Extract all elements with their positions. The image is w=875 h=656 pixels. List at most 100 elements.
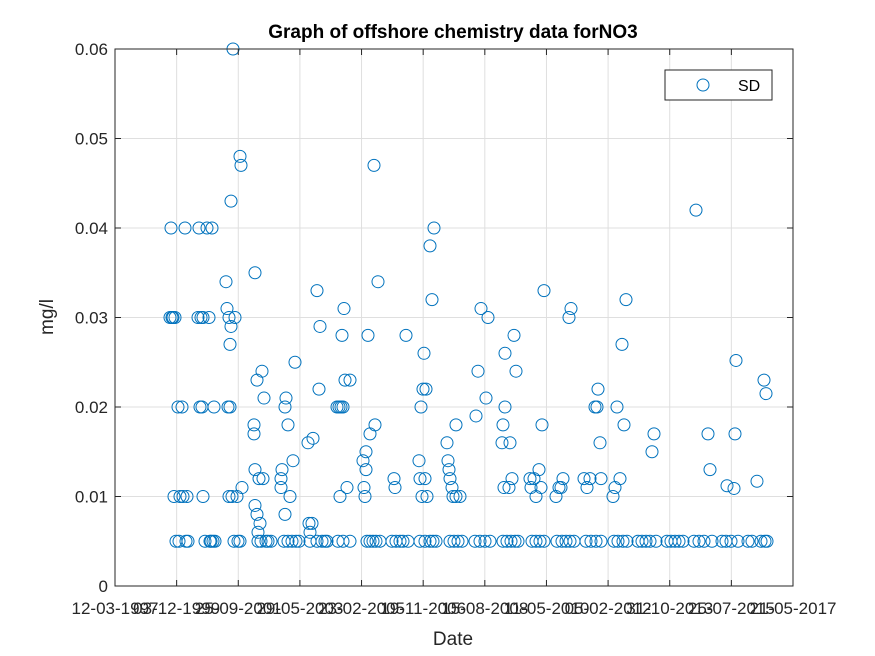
data-point	[252, 472, 266, 486]
data-point	[423, 239, 437, 253]
data-point	[611, 534, 625, 548]
data-point	[233, 534, 247, 548]
data-point	[393, 534, 407, 548]
data-point	[606, 490, 620, 503]
data-point	[591, 382, 605, 396]
legend-box	[664, 69, 773, 101]
data-point	[302, 516, 316, 530]
data-point	[368, 418, 382, 432]
data-point	[613, 472, 627, 486]
data-point	[196, 311, 210, 324]
data-point	[337, 302, 351, 316]
data-point	[668, 534, 682, 548]
data-point	[590, 400, 604, 414]
data-point	[534, 481, 548, 495]
x-tick-label: 23-02-2005	[318, 599, 405, 618]
data-point	[649, 534, 663, 548]
data-point	[523, 472, 537, 486]
data-point	[168, 311, 182, 324]
data-point	[750, 474, 764, 488]
data-point	[577, 472, 591, 486]
data-point	[508, 534, 522, 548]
data-point	[305, 516, 319, 530]
data-point	[731, 534, 745, 548]
legend: SD	[664, 69, 773, 101]
data-point	[497, 481, 511, 495]
data-point	[643, 534, 657, 548]
data-point	[285, 534, 299, 548]
data-point	[473, 534, 487, 548]
data-point	[550, 534, 564, 548]
data-point	[474, 302, 488, 316]
data-point	[335, 328, 349, 342]
x-tick-label: 25-07-2015	[688, 599, 775, 618]
y-tick-label: 0.04	[75, 219, 108, 238]
data-point	[289, 534, 303, 548]
data-point	[340, 481, 354, 495]
data-point	[554, 481, 568, 495]
x-tick-label: 19-11-2006	[380, 599, 466, 618]
data-point	[278, 400, 292, 414]
data-point	[509, 364, 523, 378]
data-point	[191, 311, 205, 324]
data-point	[759, 387, 773, 401]
data-point	[594, 534, 608, 548]
data-point	[469, 409, 483, 423]
data-point	[281, 534, 295, 548]
y-tick-label: 0.02	[75, 398, 108, 417]
data-point	[418, 534, 432, 548]
data-point	[701, 427, 715, 441]
data-point	[274, 481, 288, 495]
data-point	[413, 472, 427, 486]
data-point	[687, 534, 701, 548]
data-point	[200, 221, 214, 235]
data-point	[562, 311, 576, 324]
data-point	[645, 445, 659, 459]
data-point	[228, 311, 242, 324]
y-tick-label: 0	[99, 577, 108, 596]
data-point	[261, 534, 275, 548]
data-point	[180, 490, 194, 503]
data-point	[306, 431, 320, 445]
data-point	[533, 534, 547, 548]
data-point	[449, 490, 463, 503]
data-point	[220, 302, 234, 316]
data-point	[198, 534, 212, 548]
data-point	[697, 534, 711, 548]
data-point	[313, 319, 327, 333]
data-point	[449, 418, 463, 432]
data-point	[172, 534, 186, 548]
data-point	[483, 534, 497, 548]
data-point	[333, 490, 347, 503]
data-point	[181, 534, 195, 548]
data-point	[498, 400, 512, 414]
data-point	[292, 534, 306, 548]
data-point	[278, 507, 292, 521]
data-point	[619, 293, 633, 307]
data-point	[504, 534, 518, 548]
data-point	[248, 266, 262, 280]
data-point	[336, 400, 350, 414]
data-point	[429, 534, 443, 548]
data-point	[171, 400, 185, 414]
data-point	[535, 418, 549, 432]
data-point	[251, 525, 265, 539]
data-point	[248, 498, 262, 512]
data-point	[338, 373, 352, 387]
data-point	[617, 418, 631, 432]
data-point	[303, 525, 317, 539]
data-point	[703, 463, 717, 477]
data-point	[471, 364, 485, 378]
data-point	[415, 490, 429, 503]
data-point	[468, 534, 482, 548]
data-point	[502, 481, 516, 495]
data-point	[357, 481, 371, 495]
data-point	[594, 472, 608, 486]
data-point	[255, 364, 269, 378]
data-point	[715, 534, 729, 548]
data-point	[387, 472, 401, 486]
x-axis-label: Date	[433, 629, 473, 650]
y-tick-label: 0.01	[75, 488, 108, 507]
data-point	[367, 158, 381, 172]
data-point	[496, 418, 510, 432]
